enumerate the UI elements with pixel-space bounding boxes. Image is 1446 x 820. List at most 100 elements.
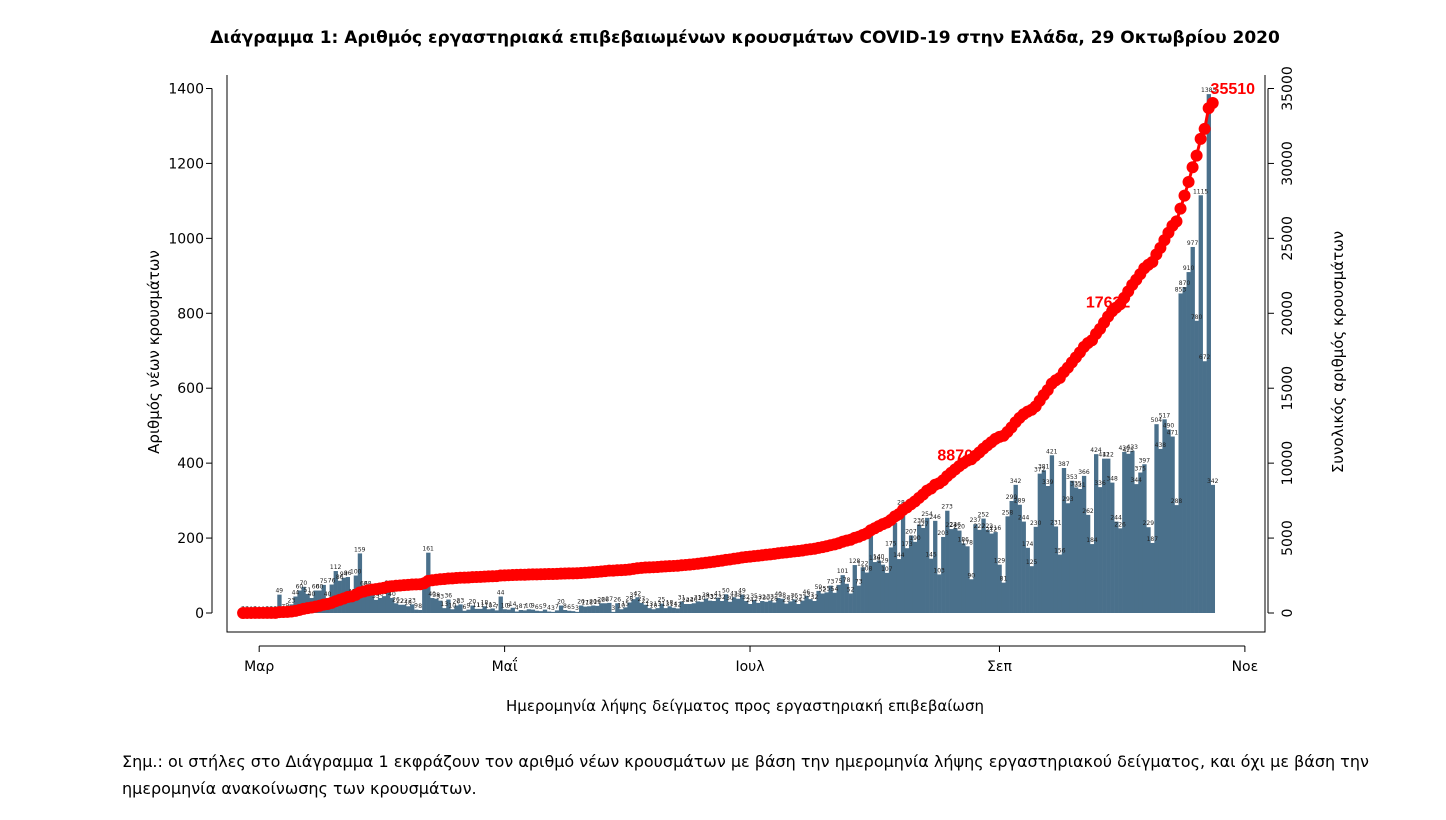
- bar-value-label: 20: [589, 599, 597, 606]
- bar-value-label: 26: [613, 596, 621, 603]
- bar-value-label: 32: [742, 594, 750, 601]
- bar: [864, 572, 870, 613]
- bar-value-label: 14: [509, 601, 517, 608]
- bar-value-label: 36: [444, 593, 452, 600]
- bar-value-label: 12: [489, 602, 497, 609]
- bar: [293, 596, 298, 613]
- bar-value-label: 23: [408, 597, 416, 604]
- bar: [1146, 527, 1151, 613]
- bar-value-label: 156: [1054, 548, 1066, 555]
- bar-value-label: 375: [1135, 466, 1147, 473]
- bar-value-label: 23: [457, 597, 465, 604]
- bar-value-label: 10: [485, 602, 493, 609]
- bar-value-label: 26: [690, 596, 698, 603]
- bar-value-label: 331: [1074, 482, 1086, 489]
- bar: [739, 594, 745, 613]
- bar-value-label: 7: [555, 603, 559, 610]
- bar: [406, 606, 411, 613]
- bar-value-label: 178: [962, 539, 974, 546]
- bar-value-label: 226: [1114, 521, 1126, 528]
- bar: [377, 598, 383, 613]
- bar-value-label: 24: [746, 597, 754, 604]
- bar: [912, 541, 918, 613]
- x-tick-label: Νοε: [1232, 659, 1259, 675]
- bar: [591, 605, 596, 613]
- bar: [756, 602, 761, 613]
- bar: [711, 601, 717, 613]
- y-axis-left-title: Αριθμός νέων κρουσμάτων: [145, 250, 163, 454]
- y-left-tick-label: 0: [195, 606, 204, 622]
- bar-value-label: 212: [986, 527, 998, 534]
- cumulative-point: [1186, 161, 1199, 174]
- bar-value-label: 412: [1098, 452, 1110, 459]
- cumulative-point: [1198, 122, 1211, 135]
- bar: [1073, 487, 1079, 613]
- bar: [530, 609, 536, 613]
- bar: [691, 603, 697, 613]
- bar-value-label: 73: [827, 579, 835, 586]
- bar-value-label: 30: [698, 595, 706, 602]
- bar-value-label: 433: [1127, 444, 1139, 451]
- bar-value-label: 780: [1191, 314, 1203, 321]
- bar-value-label: 6: [535, 604, 539, 611]
- bar: [836, 584, 841, 613]
- bar: [635, 597, 640, 613]
- bar-value-label: 24: [794, 597, 802, 604]
- bar: [538, 611, 544, 613]
- bar: [780, 598, 785, 613]
- bar-value-label: 35: [750, 593, 758, 600]
- bar: [1057, 554, 1063, 613]
- bar-value-label: 262: [1082, 508, 1094, 515]
- bar: [804, 595, 809, 613]
- bar-value-label: 33: [799, 594, 807, 601]
- bar: [659, 603, 664, 613]
- bar-value-label: 35: [372, 593, 380, 600]
- bar: [1041, 470, 1047, 613]
- bar: [731, 597, 737, 613]
- bar: [522, 610, 528, 613]
- bar: [1033, 526, 1038, 613]
- bar-value-label: 299: [1006, 494, 1018, 501]
- bar: [627, 602, 632, 613]
- bar: [297, 590, 302, 613]
- bar-value-label: 366: [1078, 469, 1090, 476]
- bar: [583, 606, 588, 613]
- bar: [1021, 521, 1026, 613]
- bar: [1190, 246, 1195, 613]
- bar-value-label: 342: [1010, 478, 1022, 485]
- bar-value-label: 27: [605, 596, 613, 603]
- bar: [937, 574, 942, 613]
- bar: [1114, 521, 1119, 613]
- bar: [969, 579, 974, 613]
- bar-value-label: 128: [849, 558, 861, 565]
- bar-value-label: 1385: [1201, 87, 1216, 94]
- bar-value-label: 22: [396, 598, 404, 605]
- bar-value-label: 68: [364, 581, 372, 588]
- bar: [1138, 472, 1143, 613]
- bar: [1170, 436, 1175, 613]
- bar: [844, 583, 849, 613]
- bar: [1202, 361, 1207, 613]
- bar-value-label: 25: [782, 597, 790, 604]
- bar-value-label: 86: [336, 574, 344, 581]
- bar: [542, 609, 548, 613]
- bar-value-label: 36: [790, 593, 798, 600]
- bar: [526, 609, 532, 613]
- bar: [466, 609, 471, 613]
- y-right-tick-label: 30000: [1280, 141, 1296, 186]
- bar-value-label: 13: [440, 601, 448, 608]
- bar: [916, 524, 922, 613]
- bar: [478, 608, 483, 613]
- bar: [454, 605, 459, 613]
- bar: [1206, 94, 1211, 614]
- bar: [361, 587, 367, 613]
- bar: [727, 601, 733, 613]
- bar: [828, 585, 833, 613]
- bar-value-label: 372: [1034, 467, 1046, 474]
- bar-value-label: 4: [515, 605, 519, 612]
- bar: [985, 529, 990, 613]
- bar-value-label: 31: [678, 594, 686, 601]
- bar: [1001, 582, 1006, 613]
- bar: [631, 599, 636, 613]
- bar: [482, 606, 487, 613]
